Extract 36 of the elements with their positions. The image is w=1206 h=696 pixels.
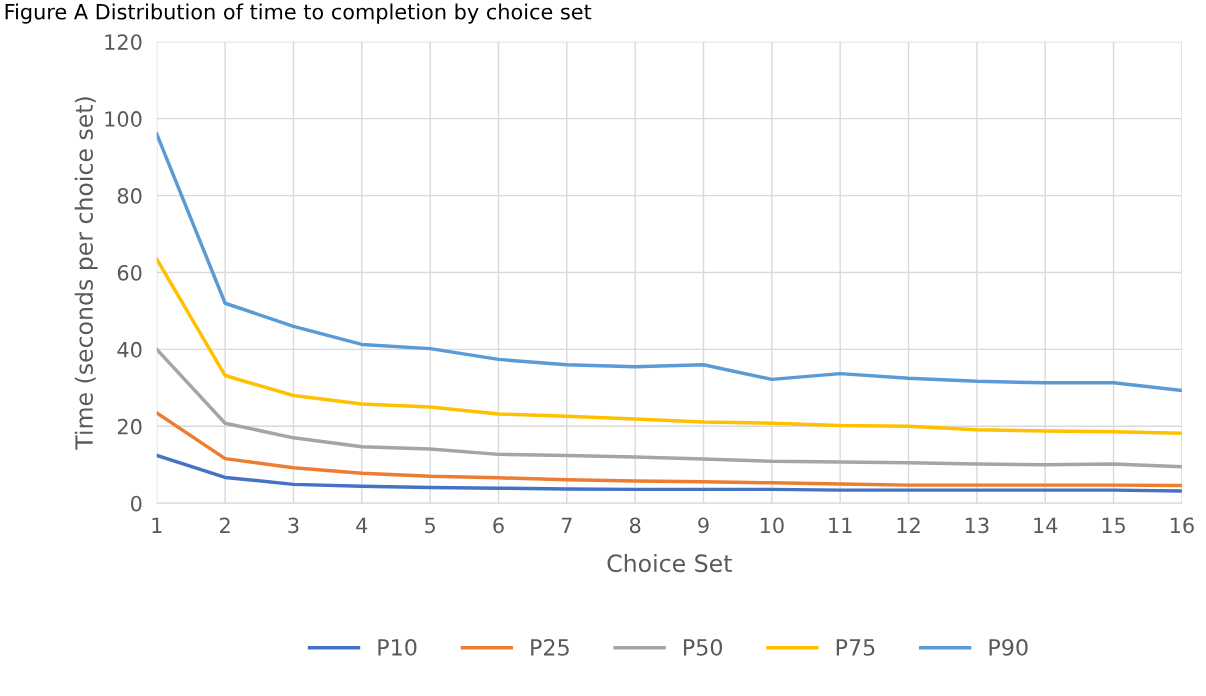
- legend-label: P50: [684, 638, 723, 656]
- y-tick-label: 80: [117, 188, 142, 204]
- y-tick-label: 20: [117, 418, 142, 435]
- x-tick-label: 14: [1034, 517, 1058, 533]
- line-series: [156, 347, 1182, 469]
- line-series: [156, 453, 1182, 493]
- legend-label: P10: [378, 638, 417, 656]
- x-tick-label: 6: [493, 517, 504, 534]
- y-tick-label: 40: [117, 341, 142, 358]
- x-tick-label: 8: [629, 517, 641, 534]
- x-axis-title: Choice Set: [607, 553, 732, 573]
- x-tick-label: 9: [698, 517, 709, 534]
- chart-title: Figure A Distribution of time to completion by choice set: [5, 3, 592, 24]
- y-tick-label: 60: [117, 264, 142, 281]
- y-tick-label: 100: [105, 111, 142, 127]
- legend-label: P25: [531, 638, 569, 656]
- line-series: [156, 257, 1182, 435]
- x-tick-label: 11: [829, 517, 852, 533]
- x-tick-label: 1: [152, 517, 162, 533]
- legend-label: P90: [989, 638, 1028, 656]
- legend-label: P75: [836, 639, 875, 656]
- x-tick-label: 16: [1170, 517, 1194, 534]
- x-tick-label: 15: [1102, 517, 1125, 534]
- line-series: [156, 411, 1182, 488]
- x-tick-label: 3: [288, 517, 299, 534]
- x-tick-label: 12: [897, 517, 920, 533]
- x-tick-label: 13: [965, 517, 989, 534]
- y-tick-label: 120: [105, 34, 142, 50]
- x-tick-label: 2: [220, 517, 230, 533]
- y-axis-title: Time (seconds per choice set): [74, 97, 98, 450]
- x-tick-label: 4: [356, 517, 368, 533]
- line-series: [156, 132, 1182, 393]
- x-tick-label: 10: [760, 517, 784, 534]
- y-tick-label: 0: [131, 495, 142, 512]
- x-tick-label: 7: [561, 517, 572, 533]
- x-tick-label: 5: [425, 517, 435, 534]
